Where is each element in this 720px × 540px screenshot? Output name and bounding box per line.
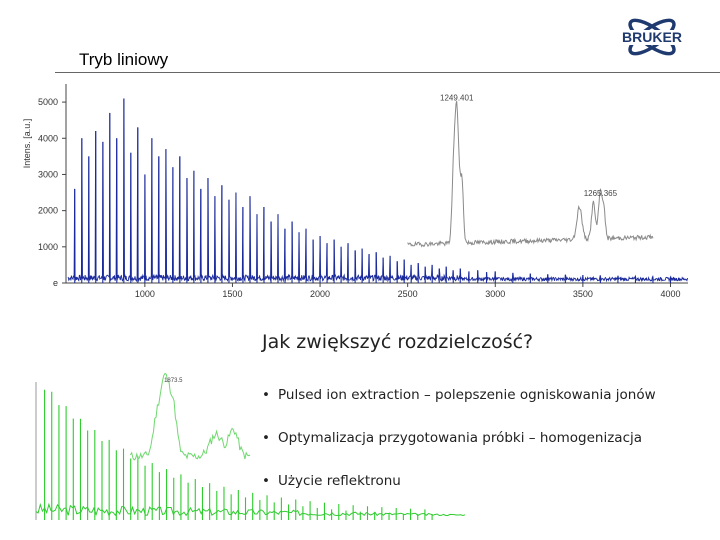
bullet-item-pulsed-extraction: • Pulsed ion extraction – polepszenie ogn… (262, 387, 656, 403)
grey-zoom-trace (407, 100, 654, 248)
bullet-symbol: • (262, 387, 270, 403)
title-divider (55, 72, 720, 73)
inset-zoom-trace (129, 372, 251, 461)
bullet-item-sample-preparation: • Optymalizacja przygotowania próbki – ho… (262, 430, 642, 446)
x-tick-label: 4000 (660, 289, 680, 299)
bullet-symbol: • (262, 473, 270, 489)
bullet-text: Pulsed ion extraction – polepszenie ogni… (278, 387, 656, 403)
x-tick-label: 2000 (310, 289, 330, 299)
bullet-item-reflectron: • Użycie reflektronu (262, 473, 401, 489)
y-tick-label: 4000 (38, 133, 58, 143)
y-tick-label: e (53, 278, 58, 288)
y-tick-label: 2000 (38, 206, 58, 216)
bullet-text: Użycie reflektronu (278, 473, 401, 489)
x-tick-label: 1500 (222, 289, 242, 299)
bullet-symbol: • (262, 430, 270, 446)
question-heading: Jak zwiększyć rozdzielczość? (262, 331, 534, 353)
blue-spectrum-line (67, 98, 689, 283)
slide-title: Tryb liniowy (79, 50, 169, 69)
x-tick-label: 3000 (485, 289, 505, 299)
inset-spectrum-line (35, 502, 466, 517)
bullet-text: Optymalizacja przygotowania próbki – hom… (278, 430, 643, 446)
y-tick-label: 1000 (38, 242, 58, 252)
bruker-logo: BRUKER (606, 18, 698, 56)
peak-annotation: 1249.401 (440, 93, 474, 102)
inset-spectrum-chart: 1873.5 (35, 372, 466, 520)
y-tick-label: 5000 (38, 97, 58, 107)
y-tick-label: 3000 (38, 169, 58, 179)
x-tick-label: 2500 (398, 289, 418, 299)
peak-annotation: 1265.365 (584, 189, 618, 198)
inset-peak-annotation: 1873.5 (164, 378, 183, 384)
y-axis-label: Intens. [a.u.] (22, 119, 32, 169)
x-tick-label: 1000 (135, 289, 155, 299)
logo-text: BRUKER (622, 29, 682, 45)
x-tick-label: 3500 (573, 289, 593, 299)
main-spectrum-chart: e 1000 2000 3000 4000 5000 1000 1500 2000 2500 300… (22, 84, 689, 299)
